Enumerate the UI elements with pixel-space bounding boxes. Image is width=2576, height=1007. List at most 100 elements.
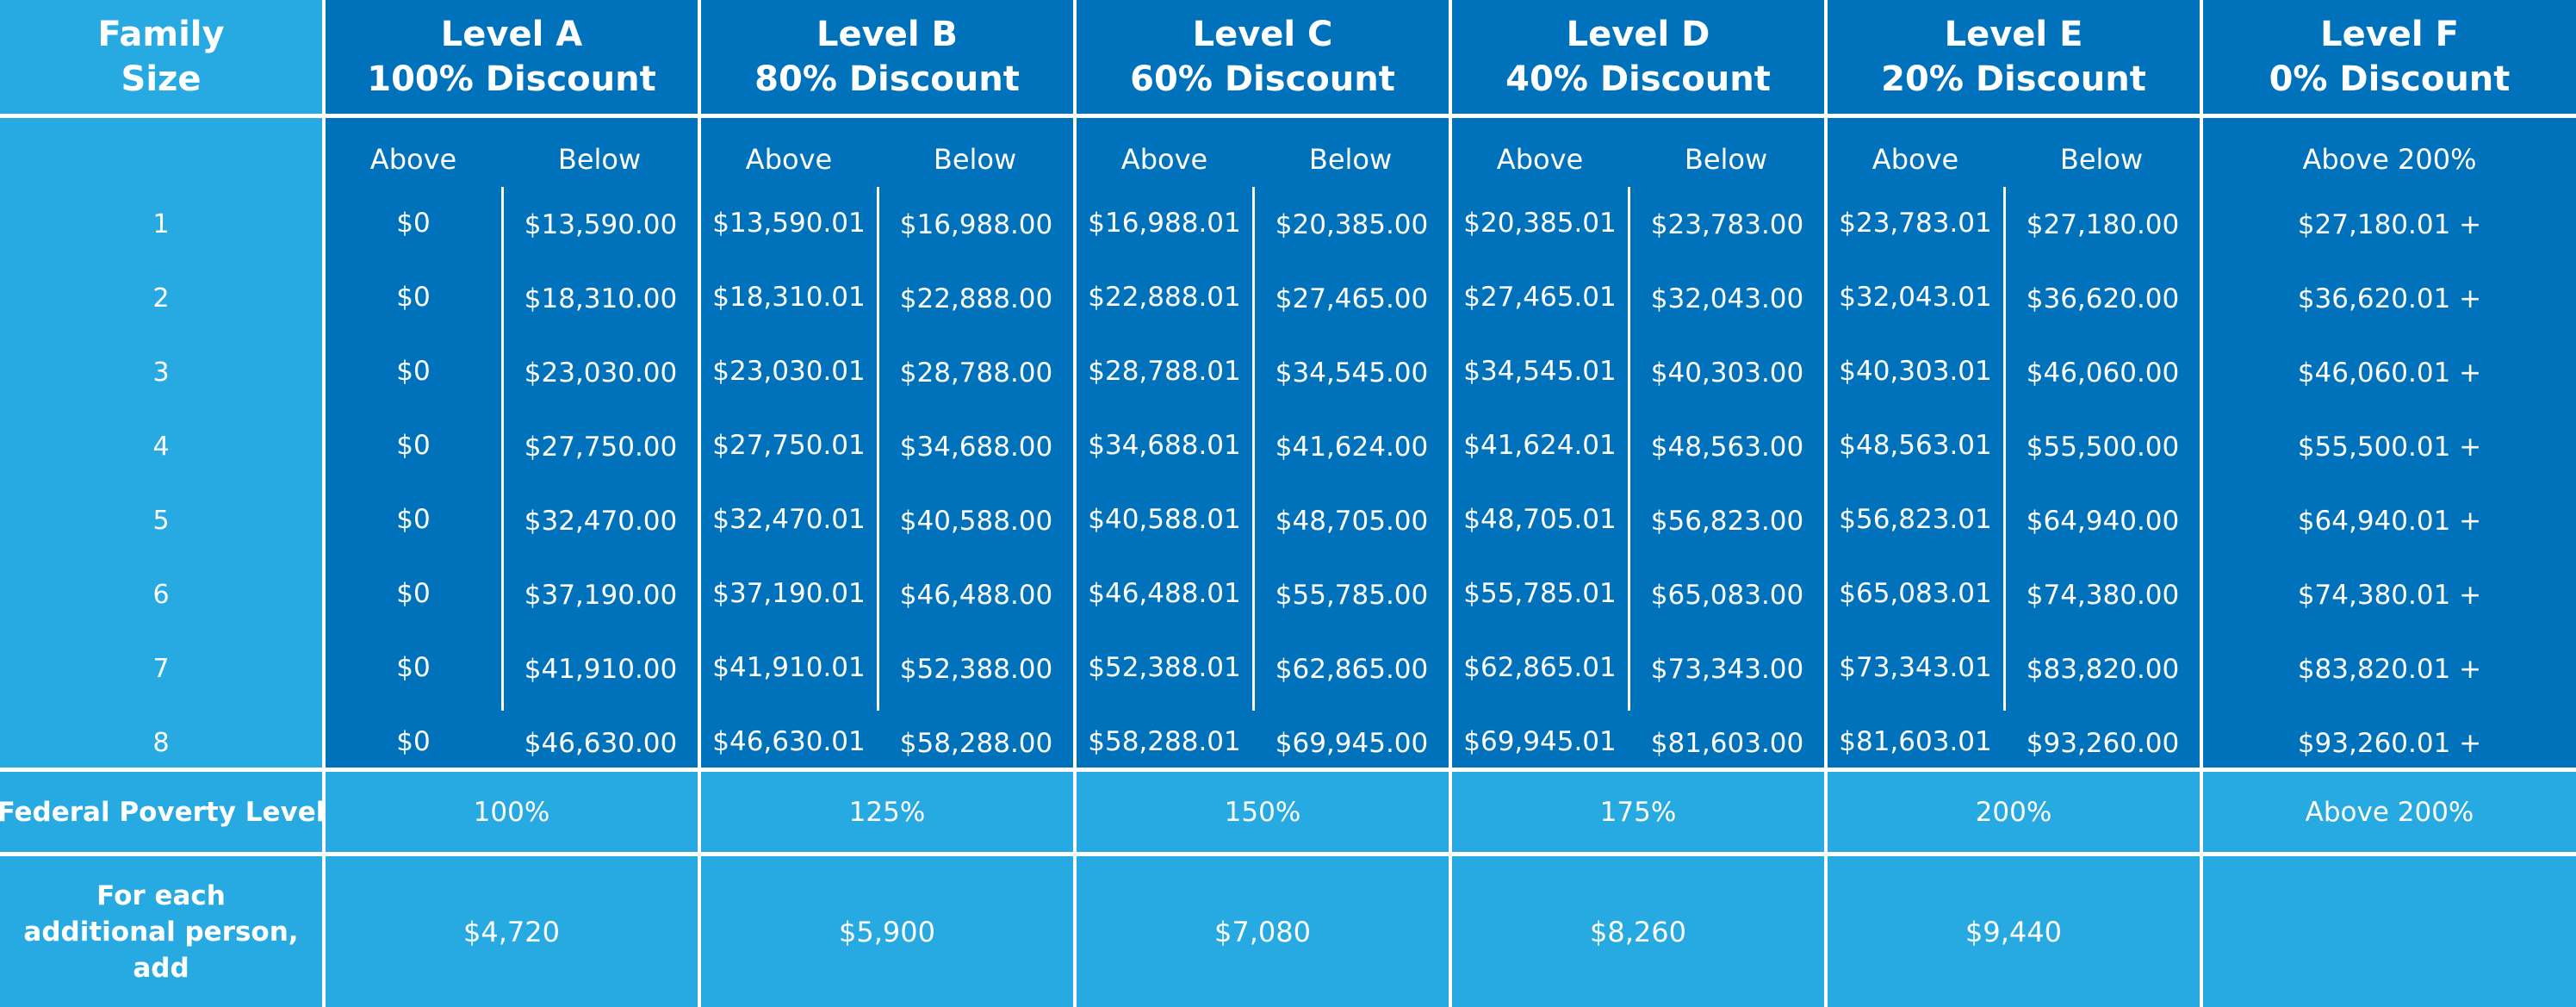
level-c-above-row-8: $58,288.01 (1088, 726, 1241, 757)
level-e-below-row-8: $93,260.00 (2026, 728, 2180, 759)
level-b-below-row-4: $34,688.00 (899, 432, 1053, 463)
level-d-above-row-8: $69,945.01 (1463, 726, 1617, 757)
level-a-block: Above Below $0 $13,590.00 $0 $18,310.00 $0 $23,… (326, 118, 698, 768)
level-a-above-row-1: $0 (396, 208, 431, 239)
level-f-discount: 0% Discount (2269, 59, 2511, 99)
level-d-below-header: Below (1684, 143, 1768, 176)
level-d-below-row-2: $32,043.00 (1650, 283, 1804, 314)
level-f-value-row-4: $55,500.01 + (2297, 432, 2482, 463)
level-e-above-row-4: $48,563.01 (1839, 430, 1992, 461)
level-f-subheader: Above 200% (2302, 143, 2477, 176)
level-a-above-row-3: $0 (396, 356, 431, 387)
level-d-below-row-8: $81,603.00 (1650, 728, 1804, 759)
level-b-above-row-4: $27,750.01 (712, 430, 866, 461)
fpl-level-b: 125% (701, 772, 1073, 852)
level-e-discount: 20% Discount (1881, 59, 2146, 99)
additional-level-e: $9,440 (1828, 856, 2200, 1007)
level-f-value-row-5: $64,940.01 + (2297, 506, 2482, 537)
level-f-value-row-3: $46,060.01 + (2297, 357, 2482, 389)
level-a-above-row-4: $0 (396, 430, 431, 461)
level-f-value-row-8: $93,260.01 + (2297, 728, 2482, 759)
level-b-below-row-3: $28,788.00 (899, 357, 1053, 389)
level-b-above-row-3: $23,030.01 (712, 356, 866, 387)
additional-person-label: For each additional person, add (0, 856, 322, 1007)
level-e-below-row-3: $46,060.00 (2026, 357, 2180, 389)
family-size-2: 2 (152, 283, 170, 314)
level-c-above-row-1: $16,988.01 (1088, 208, 1241, 239)
level-c-below-row-5: $48,705.00 (1275, 506, 1429, 537)
level-c-above-row-5: $40,588.01 (1088, 504, 1241, 535)
level-e-divider (2003, 187, 2006, 711)
level-b-name: Level B (816, 15, 958, 54)
level-c-below-row-3: $34,545.00 (1275, 357, 1429, 389)
level-b-below-row-2: $22,888.00 (899, 283, 1053, 314)
level-e-above-row-6: $65,083.01 (1839, 578, 1992, 609)
level-a-below-row-8: $46,630.00 (524, 728, 678, 759)
level-c-above-row-6: $46,488.01 (1088, 578, 1241, 609)
family-size-header: Family Size (0, 0, 322, 114)
family-size-7: 7 (152, 654, 170, 684)
level-b-below-row-7: $52,388.00 (899, 654, 1053, 685)
additional-level-c: $7,080 (1077, 856, 1449, 1007)
level-e-below-row-2: $36,620.00 (2026, 283, 2180, 314)
federal-poverty-level-label: Federal Poverty Level (0, 772, 322, 852)
level-a-below-row-4: $27,750.00 (524, 432, 678, 463)
level-b-below-row-8: $58,288.00 (899, 728, 1053, 759)
level-a-below-header: Below (557, 143, 642, 176)
level-e-above-row-7: $73,343.01 (1839, 652, 1992, 683)
level-c-below-row-6: $55,785.00 (1275, 580, 1429, 611)
level-b-below-header: Below (933, 143, 1017, 176)
additional-level-a: $4,720 (326, 856, 698, 1007)
level-c-below-row-8: $69,945.00 (1275, 728, 1429, 759)
level-d-divider (1628, 187, 1630, 711)
level-e-below-row-1: $27,180.00 (2026, 209, 2180, 240)
level-c-above-row-2: $22,888.01 (1088, 282, 1241, 313)
level-d-below-row-3: $40,303.00 (1650, 357, 1804, 389)
level-a-below-row-3: $23,030.00 (524, 357, 678, 389)
level-a-above-row-8: $0 (396, 726, 431, 757)
family-size-column: 1 2 3 4 5 6 7 8 (0, 118, 322, 768)
level-b-above-row-2: $18,310.01 (712, 282, 866, 313)
level-d-below-row-5: $56,823.00 (1650, 506, 1804, 537)
level-a-below-row-5: $32,470.00 (524, 506, 678, 537)
level-d-above-row-1: $20,385.01 (1463, 208, 1617, 239)
level-a-above-header: Above (369, 143, 457, 176)
level-e-below-row-4: $55,500.00 (2026, 432, 2180, 463)
level-e-below-row-7: $83,820.00 (2026, 654, 2180, 685)
family-size-8: 8 (152, 728, 170, 758)
level-c-divider (1252, 187, 1255, 711)
level-c-above-header: Above (1120, 143, 1208, 176)
level-b-below-row-6: $46,488.00 (899, 580, 1053, 611)
level-c-above-row-4: $34,688.01 (1088, 430, 1241, 461)
level-a-name: Level A (440, 15, 583, 54)
family-size-header-line1: Family (97, 15, 225, 54)
additional-level-b: $5,900 (701, 856, 1073, 1007)
level-e-name: Level E (1944, 15, 2083, 54)
level-d-below-row-4: $48,563.00 (1650, 432, 1804, 463)
level-a-above-row-7: $0 (396, 652, 431, 683)
level-e-below-row-6: $74,380.00 (2026, 580, 2180, 611)
level-d-header: Level D 40% Discount (1452, 0, 1824, 114)
level-b-above-header: Above (745, 143, 833, 176)
level-f-value-row-7: $83,820.01 + (2297, 654, 2482, 685)
level-d-above-row-4: $41,624.01 (1463, 430, 1617, 461)
level-b-header: Level B 80% Discount (701, 0, 1073, 114)
level-f-value-row-1: $27,180.01 + (2297, 209, 2482, 240)
level-c-below-row-2: $27,465.00 (1275, 283, 1429, 314)
level-d-block: Above Below $20,385.01 $23,783.00 $27,465.01… (1452, 118, 1824, 768)
level-d-above-row-7: $62,865.01 (1463, 652, 1617, 683)
level-d-above-row-5: $48,705.01 (1463, 504, 1617, 535)
level-a-discount: 100% Discount (367, 59, 656, 99)
level-e-below-header: Below (2059, 143, 2144, 176)
level-b-above-row-5: $32,470.01 (712, 504, 866, 535)
level-a-below-row-7: $41,910.00 (524, 654, 678, 685)
fpl-level-f: Above 200% (2203, 772, 2576, 852)
level-e-above-row-5: $56,823.01 (1839, 504, 1992, 535)
additional-level-d: $8,260 (1452, 856, 1824, 1007)
fpl-level-d: 175% (1452, 772, 1824, 852)
level-b-divider (877, 187, 879, 711)
level-c-block: Above Below $16,988.01 $20,385.00 $22,888.01… (1077, 118, 1449, 768)
level-c-above-row-3: $28,788.01 (1088, 356, 1241, 387)
level-c-below-header: Below (1308, 143, 1393, 176)
